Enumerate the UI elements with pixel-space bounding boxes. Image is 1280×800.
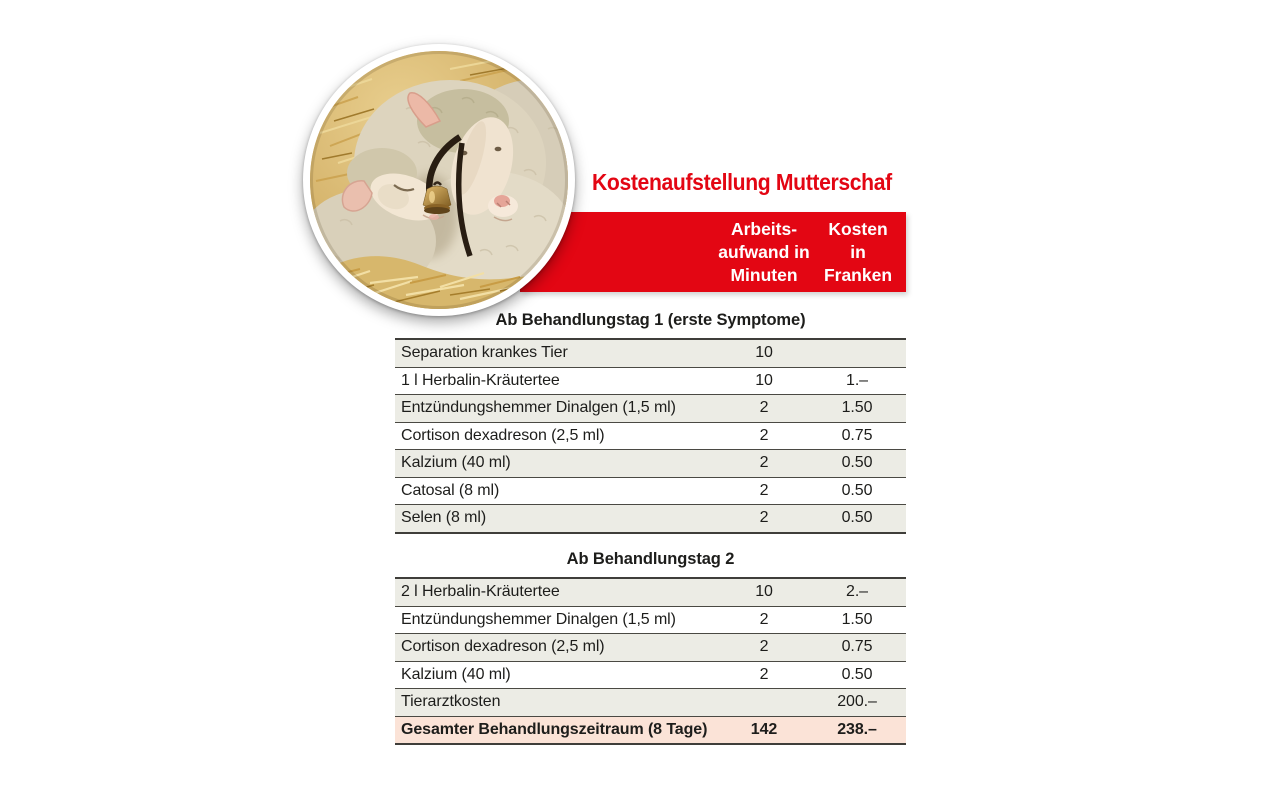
row-minutes: 2 (759, 638, 769, 656)
cost-table-day1: Separation krankes Tier 10 1 l Herbalin-Kr… (395, 338, 906, 534)
table-total-row: Gesamter Behandlungszeitraum (8 Tage) 142… (395, 716, 906, 743)
sheep-photo-illustration (310, 51, 568, 309)
table-row: Selen (8 ml) 2 0.50 (395, 505, 906, 532)
row-label: 1 l Herbalin-Kräutertee (401, 371, 560, 389)
row-label: Entzündungshemmer Dinalgen (1,5 ml) (401, 399, 676, 417)
table-row: Tierarztkosten 200.– (395, 689, 906, 717)
row-cost: 0.50 (841, 509, 873, 527)
cost-table-day2: 2 l Herbalin-Kräutertee 10 2.– Entzündungsh… (395, 577, 906, 745)
row-minutes: 2 (759, 481, 769, 499)
row-minutes: 2 (759, 509, 769, 527)
row-minutes: 2 (759, 610, 769, 628)
row-label: Cortison dexadreson (2,5 ml) (401, 638, 605, 656)
row-minutes: 2 (759, 454, 769, 472)
row-label: Entzündungshemmer Dinalgen (1,5 ml) (401, 610, 676, 628)
row-minutes: 142 (750, 720, 778, 738)
row-minutes: 2 (759, 426, 769, 444)
row-cost: 2.– (846, 583, 868, 601)
row-cost: 0.75 (841, 426, 873, 444)
row-label: Gesamter Behandlungszeitraum (8 Tage) (401, 720, 708, 738)
row-cost: 0.50 (841, 481, 873, 499)
row-minutes: 10 (755, 371, 773, 389)
table-row: Entzündungshemmer Dinalgen (1,5 ml) 2 1.50 (395, 607, 906, 634)
row-minutes (720, 689, 808, 716)
table-row: Cortison dexadreson (2,5 ml) 2 0.75 (395, 423, 906, 450)
table-row: 1 l Herbalin-Kräutertee 10 1.– (395, 368, 906, 395)
row-cost: 0.50 (841, 454, 873, 472)
row-minutes: 2 (759, 399, 769, 417)
section-heading-day1: Ab Behandlungstag 1 (erste Symptome) (495, 311, 806, 329)
row-cost: 200.– (837, 693, 877, 711)
table-row: Kalzium (40 ml) 2 0.50 (395, 450, 906, 478)
table-row: Cortison dexadreson (2,5 ml) 2 0.75 (395, 634, 906, 662)
row-cost (808, 340, 906, 367)
row-cost: 0.50 (841, 665, 873, 683)
table-row: Catosal (8 ml) 2 0.50 (395, 478, 906, 505)
row-label: 2 l Herbalin-Kräutertee (401, 583, 560, 601)
row-cost: 238.– (837, 720, 877, 738)
row-cost: 1.– (846, 371, 868, 389)
row-cost: 0.75 (841, 638, 873, 656)
table-row: 2 l Herbalin-Kräutertee 10 2.– (395, 579, 906, 607)
column-header-cost: Kosten in Franken (823, 219, 893, 285)
row-label: Kalzium (40 ml) (401, 665, 511, 683)
row-cost: 1.50 (841, 399, 873, 417)
row-label: Selen (8 ml) (401, 509, 487, 527)
row-label: Tierarztkosten (401, 693, 501, 711)
row-minutes: 10 (755, 583, 773, 601)
table-header-bar: Arbeits- aufwand in Minuten Kosten in Fr… (520, 212, 906, 292)
row-label: Catosal (8 ml) (401, 481, 500, 499)
table-row: Kalzium (40 ml) 2 0.50 (395, 662, 906, 689)
row-minutes: 10 (755, 344, 773, 362)
row-minutes: 2 (759, 665, 769, 683)
table-row: Separation krankes Tier 10 (395, 340, 906, 368)
row-label: Kalzium (40 ml) (401, 454, 511, 472)
section-heading-day2: Ab Behandlungstag 2 (566, 550, 735, 568)
table-row: Entzündungshemmer Dinalgen (1,5 ml) 2 1.50 (395, 395, 906, 423)
row-label: Separation krankes Tier (401, 344, 568, 362)
page-title: Kostenaufstellung Mutterschaf (592, 169, 892, 195)
row-cost: 1.50 (841, 610, 873, 628)
sheep-photo (303, 44, 575, 316)
column-header-minutes: Arbeits- aufwand in Minuten (718, 219, 810, 285)
row-label: Cortison dexadreson (2,5 ml) (401, 426, 605, 444)
